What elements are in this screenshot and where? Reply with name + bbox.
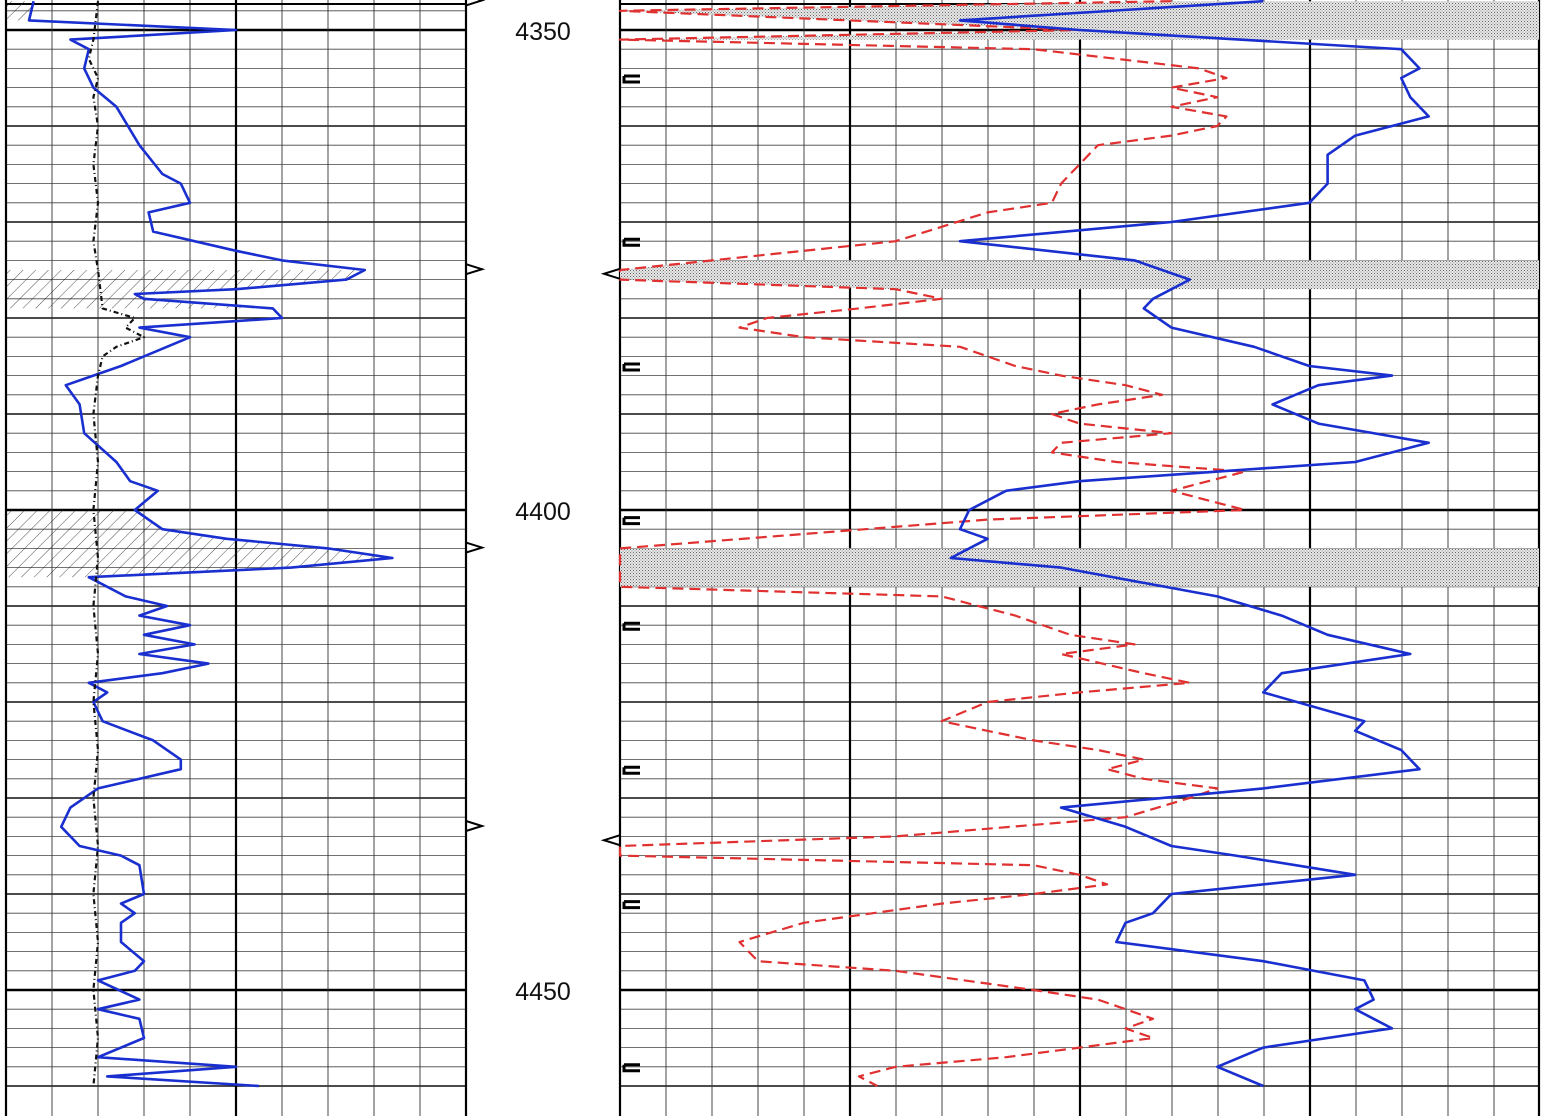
flag-marker <box>465 541 486 554</box>
flag-marker <box>622 74 640 84</box>
flag-marker <box>622 900 640 910</box>
flag-marker <box>600 834 621 847</box>
track2-curves <box>618 0 1430 1088</box>
depth-label-4400: 4400 <box>515 498 571 526</box>
flag-marker <box>465 263 486 276</box>
curve-series <box>949 0 1430 1088</box>
track2-shading <box>620 1 1539 587</box>
depth-label-4350: 4350 <box>515 18 571 46</box>
flag-marker <box>622 765 640 775</box>
flag-marker <box>465 0 486 7</box>
track1-grid <box>4 0 468 1116</box>
shaded-interval <box>620 548 1539 587</box>
curve-series <box>87 1 146 1087</box>
flag-marker <box>622 1063 640 1073</box>
shaded-interval <box>6 270 365 309</box>
track1-curves <box>27 0 394 1088</box>
flag-marker <box>600 267 621 280</box>
flag-marker <box>465 820 486 832</box>
shaded-interval <box>620 260 1539 290</box>
track1-shading <box>6 1 386 578</box>
flag-marker <box>622 237 640 247</box>
shaded-interval <box>6 510 386 578</box>
curve-series <box>27 0 394 1088</box>
shaded-interval <box>620 1 1539 40</box>
flag-marker <box>622 362 640 372</box>
shaded-interval <box>6 1 34 21</box>
flag-marker <box>622 516 640 526</box>
curve-series <box>618 0 1246 1087</box>
depth-label-4450: 4450 <box>515 978 571 1006</box>
flag-markers <box>465 0 640 1073</box>
flag-marker <box>622 621 640 631</box>
